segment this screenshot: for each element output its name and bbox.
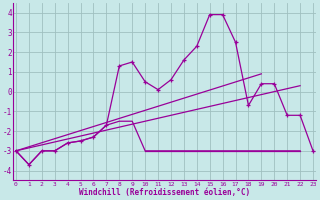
X-axis label: Windchill (Refroidissement éolien,°C): Windchill (Refroidissement éolien,°C) — [79, 188, 250, 197]
